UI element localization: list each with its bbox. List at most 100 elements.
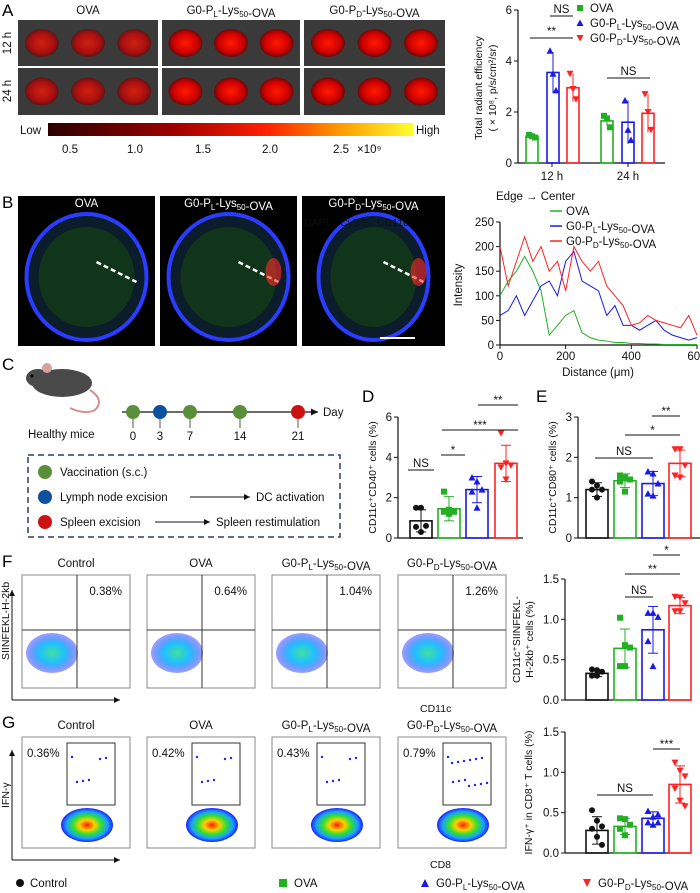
legend-result: DC activation [256, 492, 324, 504]
node-signal [71, 77, 105, 106]
flow-plot: G0-PD-Lys50-OVA 1.26% [397, 558, 507, 689]
panel-label-d: D [362, 387, 374, 406]
group-label: OVA [189, 720, 213, 732]
data-point [572, 96, 580, 103]
event-dot [81, 779, 85, 783]
data-point [671, 446, 679, 453]
series-line [499, 235, 698, 336]
event-dot [98, 757, 102, 761]
y-axis-label: CD11c⁺CD80⁺ cells (%) [547, 421, 559, 533]
data-point [418, 528, 424, 535]
data-point [627, 136, 635, 144]
colorbar-exponent: ×10⁹ [357, 144, 382, 156]
column-header: G0-PL-Lys50-OVA [187, 5, 276, 20]
panel-label-c: C [2, 355, 14, 374]
data-point [644, 490, 652, 497]
data-point [576, 35, 584, 42]
data-point [647, 126, 655, 134]
event-dot [354, 756, 358, 760]
panel-label-g: G [2, 713, 15, 732]
node-signal [117, 29, 152, 57]
x-tick-label: 200 [556, 351, 575, 363]
significance-label: NS [413, 458, 429, 470]
column-header: G0-PD-Lys50-OVA [328, 198, 419, 213]
data-point [594, 833, 600, 840]
mouse-label: Healthy mice [28, 429, 94, 441]
node-signal [404, 77, 439, 106]
panel-label-f: F [2, 552, 12, 571]
event-dot [462, 759, 466, 763]
cell-population [61, 808, 113, 842]
event-dot [195, 755, 199, 759]
bar-chart-a: 0 2 4 6 12 h 24 h ** NS NS Total radiant efficien… [473, 3, 681, 183]
line-chart-b: 0 50 100 150 200 250 0 200 400 600 Distance (μm) In… [453, 191, 700, 379]
data-point [644, 467, 652, 475]
data-point [589, 807, 595, 814]
node-signal [168, 29, 203, 57]
panel-label-a: A [2, 1, 14, 20]
day-label: 7 [187, 431, 193, 443]
data-point [627, 821, 633, 828]
event-dot [485, 781, 489, 785]
lymph-icon [38, 490, 52, 504]
edge-center-annotation: Edge → Center [496, 191, 575, 203]
data-point [617, 663, 623, 670]
group-label: G0-PD-Lys50-OVA [407, 720, 498, 735]
lymph-node-image-grid: OVA G0-PL-Lys50-OVA G0-PD-Lys50-OVA DAPI Cy5… [18, 196, 445, 346]
legend-label: Vaccination (s.c.) [60, 467, 148, 479]
data-point [546, 47, 554, 54]
cell-population [26, 633, 78, 673]
group-label: Control [57, 558, 94, 570]
column-header: G0-PL-Lys50-OVA [184, 198, 273, 213]
data-point [649, 813, 657, 820]
colorbar-high-label: High [416, 125, 440, 137]
node-signal [168, 77, 203, 106]
row-label: 24 h [2, 80, 14, 102]
event-dot [468, 758, 472, 762]
data-point [552, 86, 560, 94]
event-dot [463, 778, 467, 782]
significance-label: * [664, 545, 669, 557]
y-tick-label: 0 [386, 533, 392, 545]
legend-item: OVA [590, 3, 614, 15]
node-signal [117, 77, 152, 106]
event-dot [206, 779, 210, 783]
event-dot [229, 756, 233, 760]
flow-plot: G0-PD-Lys50-OVA 0.79% [397, 720, 507, 849]
event-dot [348, 757, 352, 761]
legend-item: G0-PD-Lys50-OVA [598, 878, 689, 893]
event-dot [87, 778, 91, 782]
significance-label: ** [662, 406, 671, 418]
x-tick-label: 12 h [541, 171, 563, 183]
data-point [617, 478, 623, 485]
event-dot [212, 778, 216, 782]
timeline-axis-label: Day [323, 407, 344, 419]
significance-label: *** [660, 739, 674, 751]
data-point [566, 70, 574, 78]
legend-item: G0-PL-Lys50-OVA [590, 18, 679, 33]
stain-label: CD11c [377, 217, 408, 229]
data-point [594, 817, 600, 824]
data-point [627, 476, 633, 483]
significance-label: NS [554, 4, 570, 16]
y-axis-label: Total radiant efficiency [473, 35, 485, 139]
node-signal [214, 77, 248, 106]
ivis-image-grid: OVA G0-PL-Lys50-OVA G0-PD-Lys50-OVA 12 h 24 … [2, 5, 445, 115]
data-point [622, 488, 628, 495]
significance-label: *** [473, 420, 487, 432]
data-point [446, 506, 452, 513]
node-signal [24, 77, 59, 106]
data-point [622, 816, 628, 823]
vaccination-icon [38, 465, 52, 479]
cy5-signal [265, 258, 282, 286]
data-point [569, 86, 577, 93]
data-point [589, 825, 595, 832]
data-point [681, 773, 689, 780]
event-dot [480, 756, 484, 760]
flow-plot: Control 0.38% [21, 558, 131, 689]
legend-item: Control [30, 878, 67, 890]
data-point [599, 486, 605, 493]
event-dot [325, 780, 329, 784]
row-label: 12 h [2, 32, 14, 54]
gate-box [191, 742, 241, 806]
